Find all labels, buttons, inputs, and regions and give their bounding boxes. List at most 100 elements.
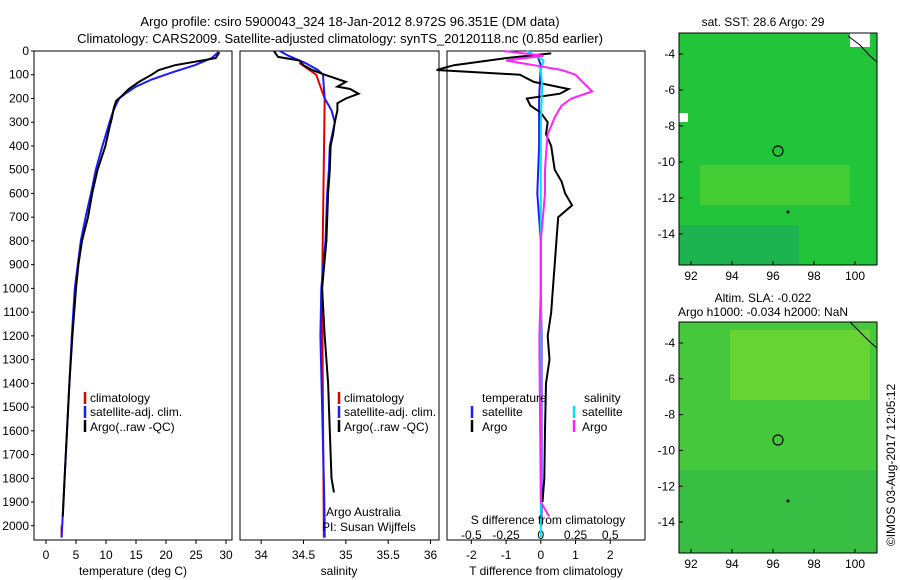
difference-x2tick-label-0.5: 0.5 xyxy=(602,528,619,542)
sla-axes-ytick-label--8: -8 xyxy=(664,408,675,422)
sla-axes-ytick-label--12: -12 xyxy=(658,479,676,493)
salinity-series-argo-raw-qc- xyxy=(273,50,361,493)
sla-axes-xtick-label-98: 98 xyxy=(807,557,821,571)
credit-line-1: Argo Australia xyxy=(326,505,401,519)
sla-map-title-1: Altim. SLA: -0.022 xyxy=(715,291,812,305)
sla-axes-xtick-label-96: 96 xyxy=(766,557,780,571)
depth-tick-label-400: 400 xyxy=(9,139,29,153)
depth-tick-label-200: 200 xyxy=(9,91,29,105)
sst-map-axes: 92 94 96 98 100 -4 -6 -8 -10 -12 -14 xyxy=(658,47,866,283)
temperature-xtick-label-0: 0 xyxy=(43,548,50,562)
sla-axes-xtick-label-92: 92 xyxy=(684,557,698,571)
sst-axes-ytick-label--6: -6 xyxy=(664,83,675,97)
legend-argo-label: Argo(..raw -QC) xyxy=(90,420,175,434)
depth-tick-label-900: 900 xyxy=(9,258,29,272)
sla-float-position-marker xyxy=(772,434,784,446)
depth-tick-label-1200: 1200 xyxy=(2,329,29,343)
temperature-lines xyxy=(60,51,221,538)
depth-tick-label-1400: 1400 xyxy=(2,376,29,390)
depth-tick-label-700: 700 xyxy=(9,210,29,224)
salinity-panel: 34 34.5 35 35.5 36 salinity climatology sate… xyxy=(239,50,440,578)
salinity-plot-frame xyxy=(239,50,440,541)
s-difference-axis-label: S difference from climatology xyxy=(471,513,626,527)
sla-track-dot xyxy=(786,499,790,503)
sst-axes-ytick-label--4: -4 xyxy=(664,47,675,61)
sst-axes-ytick-label--8: -8 xyxy=(664,119,675,133)
temperature-xtick-label-15: 15 xyxy=(129,548,143,562)
diff-legend-temp-satellite-label: satellite xyxy=(482,405,523,419)
sla-map-axes: 92 94 96 98 100 -4 -6 -8 -10 -12 -14 xyxy=(658,336,866,571)
sst-axes-xtick-label-98: 98 xyxy=(807,269,821,283)
temperature-plot-frame xyxy=(33,50,233,541)
difference-xtick-label--2: -2 xyxy=(466,548,477,562)
depth-tick-label-1500: 1500 xyxy=(2,400,29,414)
sla-axes-ytick-label--6: -6 xyxy=(664,372,675,386)
copyright-stamp: ©IMOS 03-Aug-2017 12:05:12 xyxy=(884,384,898,547)
difference-x-axis: -2 -1 0 1 2-0.5 -0.25 0 0.25 0.5 xyxy=(461,528,619,562)
salinity-xtick-label-34: 34 xyxy=(254,548,268,562)
sst-missing-pixel xyxy=(679,113,688,122)
sla-axes-ytick-label--14: -14 xyxy=(658,515,676,529)
sst-map-panel: sat. SST: 28.6 Argo: 29 92 94 96 98 100 -4 -6 -… xyxy=(658,15,878,283)
salinity-axis-label: salinity xyxy=(321,564,358,578)
depth-tick-label-300: 300 xyxy=(9,115,29,129)
sst-track-dot xyxy=(786,210,790,214)
sla-map-panel: Altim. SLA: -0.022 Argo h1000: -0.034 h2… xyxy=(658,291,878,571)
salinity-lines xyxy=(273,50,361,538)
depth-tick-label-100: 100 xyxy=(9,68,29,82)
salinity-xtick-label-36: 36 xyxy=(424,548,438,562)
depth-tick-label-1700: 1700 xyxy=(2,448,29,462)
sst-float-position-marker xyxy=(772,145,784,157)
depth-tick-label-1300: 1300 xyxy=(2,353,29,367)
legend-satellite-label: satellite-adj. clim. xyxy=(90,405,182,419)
temperature-axis-label: temperature (deg C) xyxy=(79,564,187,578)
sst-warm-patch xyxy=(700,165,850,205)
difference-xtick-label-2: 2 xyxy=(607,548,614,562)
sal-legend-satellite-label: satellite-adj. clim. xyxy=(344,405,436,419)
depth-tick-label-1900: 1900 xyxy=(2,495,29,509)
sla-map-title-2: Argo h1000: -0.034 h2000: NaN xyxy=(678,305,848,319)
diff-legend-sal-argo-label: Argo xyxy=(582,420,608,434)
sla-high-patch xyxy=(730,330,870,400)
sst-map-frame xyxy=(678,32,878,266)
sst-coastline xyxy=(847,35,878,63)
diff-legend-sal-satellite-label: satellite xyxy=(582,405,623,419)
sst-axes-ytick-label--10: -10 xyxy=(658,155,676,169)
temperature-x-axis: 0 5 10 15 20 25 30 xyxy=(43,540,233,562)
sla-axes-xtick-label-94: 94 xyxy=(725,557,739,571)
depth-tick-label-0: 0 xyxy=(22,44,29,58)
sst-axes-xtick-label-92: 92 xyxy=(684,269,698,283)
depth-tick-label-600: 600 xyxy=(9,186,29,200)
temperature-series-argo-raw-qc- xyxy=(61,51,221,517)
salinity-x-axis: 34 34.5 35 35.5 36 xyxy=(254,540,438,562)
difference-lines xyxy=(436,50,595,538)
difference-series-salinity-argo xyxy=(503,50,595,517)
temperature-xtick-label-25: 25 xyxy=(189,548,203,562)
difference-x2tick-label-0.25: 0.25 xyxy=(564,528,588,542)
sla-axes-xtick-label-100: 100 xyxy=(845,557,865,571)
sst-land-mask xyxy=(850,33,870,47)
temperature-xtick-label-30: 30 xyxy=(219,548,233,562)
sla-low-patch xyxy=(679,470,877,553)
temperature-xtick-label-10: 10 xyxy=(99,548,113,562)
sla-map-frame xyxy=(678,321,878,554)
depth-tick-label-1800: 1800 xyxy=(2,471,29,485)
salinity-xtick-label-35.5: 35.5 xyxy=(377,548,401,562)
sst-axes-ytick-label--12: -12 xyxy=(658,191,676,205)
difference-series-temperature-argo xyxy=(436,52,574,503)
difference-x2tick-label--0.5: -0.5 xyxy=(461,528,482,542)
sst-axes-xtick-label-100: 100 xyxy=(845,269,865,283)
salinity-xtick-label-34.5: 34.5 xyxy=(292,548,316,562)
depth-tick-label-800: 800 xyxy=(9,234,29,248)
temperature-panel: 0100200300400500600700800900100011001200… xyxy=(2,44,233,578)
depth-axis: 0 100 200 300 400 500 600 700 800 900 1000 1100 1200… xyxy=(2,44,34,533)
depth-tick-label-1600: 1600 xyxy=(2,424,29,438)
difference-legend: temperature satellite Argo salinity sate… xyxy=(470,391,623,434)
sal-legend-climatology-label: climatology xyxy=(344,391,404,405)
diff-legend-temperature-heading: temperature xyxy=(482,391,547,405)
sal-legend-argo-label: Argo(..raw -QC) xyxy=(344,420,429,434)
t-difference-axis-label: T difference from climatology xyxy=(469,564,623,578)
title-line-2: Climatology: CARS2009. Satellite-adjuste… xyxy=(77,31,603,46)
depth-tick-label-1100: 1100 xyxy=(3,305,29,319)
